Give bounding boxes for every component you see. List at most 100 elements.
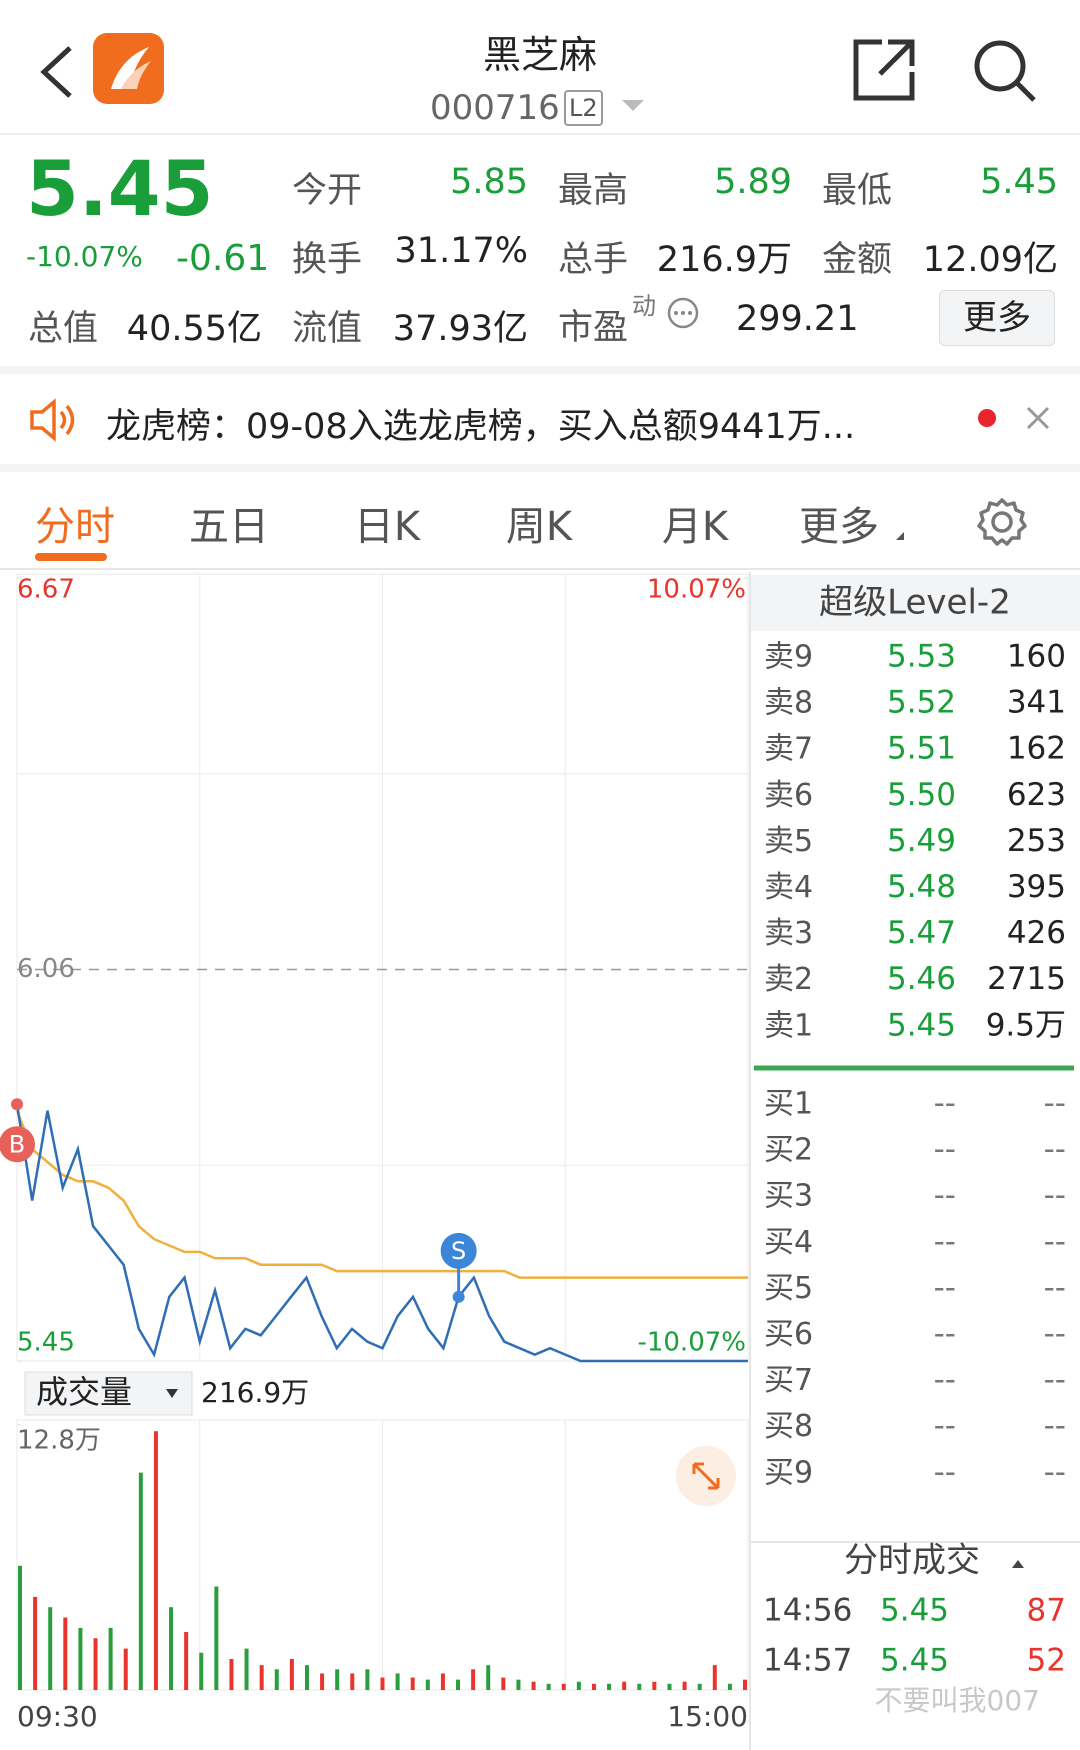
section-gap	[0, 464, 1080, 472]
level-label: 买6	[764, 1317, 813, 1352]
level-volume: --	[1044, 1316, 1066, 1352]
divider	[0, 133, 1080, 135]
stat-label: 最低	[822, 171, 893, 211]
level-price: --	[934, 1408, 956, 1444]
tab[interactable]: 日K	[353, 504, 421, 550]
volume-bar	[365, 1669, 370, 1690]
speaker-icon	[30, 398, 75, 442]
volume-bar	[380, 1677, 385, 1690]
level-label: 卖8	[764, 686, 813, 721]
tab[interactable]: 月K	[661, 504, 729, 550]
volume-bar	[456, 1679, 461, 1690]
search-button[interactable]	[972, 38, 1038, 104]
stat-label: 最高	[558, 171, 629, 211]
level-price: 5.52	[887, 685, 956, 721]
volume-bar	[169, 1607, 174, 1690]
app-logo	[93, 33, 164, 104]
volume-bar	[486, 1665, 491, 1690]
volume-bar	[652, 1681, 657, 1690]
watermark: 不要叫我007	[875, 1684, 1040, 1717]
level-price: --	[934, 1454, 956, 1490]
section-gap	[0, 366, 1080, 374]
stat-label: 今开	[292, 171, 363, 211]
tab[interactable]: 分时	[35, 504, 115, 550]
level-label: 卖9	[764, 640, 813, 675]
volume-bar	[425, 1679, 430, 1690]
stat-value: 216.9万	[656, 240, 792, 280]
change-percent: -10.07%	[26, 240, 143, 273]
stat-value: 5.45	[980, 162, 1058, 202]
level-volume: --	[1044, 1178, 1066, 1214]
y-tick-label: 5.45	[17, 1328, 75, 1358]
pe-info-icon[interactable]	[666, 296, 700, 330]
back-button[interactable]	[36, 44, 76, 100]
stat-label: 流值	[292, 309, 363, 349]
level-price: 5.47	[887, 915, 956, 951]
tab[interactable]: 五日	[189, 504, 269, 550]
volume-bar	[531, 1681, 536, 1690]
share-button[interactable]	[852, 38, 916, 102]
stat-value: 12.09亿	[922, 240, 1058, 280]
volume-bar	[229, 1658, 234, 1690]
close-button[interactable]	[1026, 406, 1050, 430]
trade-price: 5.45	[880, 1593, 949, 1629]
level-price: 5.48	[887, 869, 956, 905]
unread-dot	[978, 409, 996, 427]
pe-label: 市盈	[558, 308, 629, 348]
volume-bar	[78, 1627, 83, 1690]
volume-bar	[501, 1677, 506, 1690]
volume-bar	[48, 1607, 53, 1690]
y2-tick-label: 10.07%	[647, 575, 746, 605]
more-button[interactable]: 更多	[939, 290, 1055, 346]
expand-button	[692, 1462, 720, 1490]
trades-caret	[1012, 1560, 1024, 1568]
settings-button[interactable]	[976, 496, 1028, 548]
volume-bar	[607, 1683, 612, 1690]
volume-bar	[18, 1565, 22, 1690]
volume-bar	[93, 1638, 98, 1690]
trade-volume: 87	[1027, 1593, 1066, 1629]
trade-time: 14:56	[763, 1593, 852, 1629]
volume-bar	[410, 1677, 415, 1690]
level-label: 卖1	[764, 1008, 813, 1043]
volume-bar	[259, 1665, 264, 1690]
level-volume: --	[1044, 1454, 1066, 1490]
y-tick-label: 6.06	[17, 954, 75, 984]
level-volume: --	[1044, 1362, 1066, 1398]
marker-dot	[452, 1290, 465, 1303]
level-label: 买4	[764, 1225, 813, 1260]
level-price: --	[934, 1362, 956, 1398]
y2-tick-label: -10.07%	[637, 1328, 746, 1358]
level-label: 买7	[764, 1363, 813, 1398]
level-label: 买8	[764, 1409, 813, 1444]
level-badge: L2	[564, 90, 603, 126]
stat-value: 40.55亿	[126, 309, 262, 349]
volume-total: 216.9万	[201, 1376, 309, 1409]
level-label: 卖3	[764, 916, 813, 951]
average-line	[15, 1110, 748, 1279]
volume-bar	[335, 1669, 340, 1690]
volume-bar	[395, 1673, 400, 1690]
trades-title: 分时成交	[844, 1541, 980, 1581]
notice-text[interactable]: 龙虎榜：09-08入选龙虎榜，买入总额9441万...	[106, 407, 856, 447]
tab[interactable]: 更多	[799, 504, 879, 550]
level-volume: 253	[1007, 823, 1066, 859]
tab[interactable]: 周K	[505, 504, 573, 550]
level-label: 买1	[764, 1087, 813, 1122]
level-label: 买3	[764, 1179, 813, 1214]
trade-marker	[440, 1232, 477, 1269]
trade-marker-label: B	[9, 1130, 25, 1158]
volume-bar	[274, 1669, 279, 1690]
dropdown-icon[interactable]	[622, 98, 644, 112]
volume-bar	[727, 1683, 732, 1690]
level-price: --	[934, 1224, 956, 1260]
level-price: 5.50	[887, 777, 956, 813]
stat-label: 金额	[822, 240, 893, 280]
volume-bar	[637, 1683, 642, 1690]
level-volume: --	[1044, 1224, 1066, 1260]
volume-bar	[304, 1665, 309, 1690]
level-price: 5.51	[887, 731, 956, 767]
marker-dot	[11, 1098, 23, 1111]
stock-name: 黑芝麻	[482, 33, 597, 77]
